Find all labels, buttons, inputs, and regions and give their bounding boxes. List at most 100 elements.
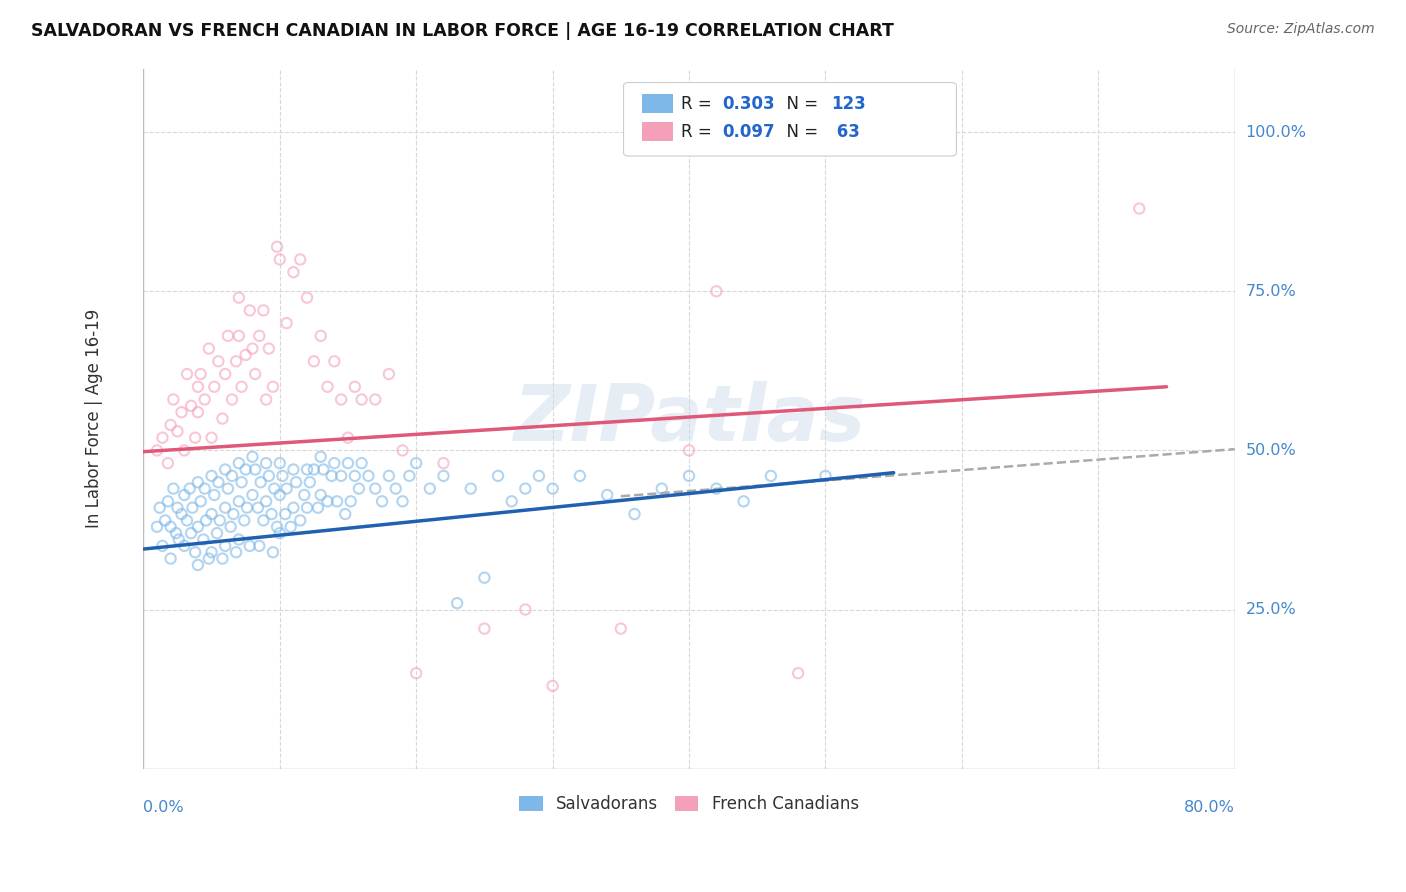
Text: ZIPatlas: ZIPatlas <box>513 381 865 457</box>
Point <box>474 571 496 585</box>
Point <box>246 500 269 515</box>
Point <box>207 475 229 490</box>
Point <box>242 342 264 356</box>
Point <box>295 462 318 476</box>
Point <box>515 602 537 616</box>
Point <box>176 513 198 527</box>
Point <box>330 392 353 407</box>
Point <box>159 520 181 534</box>
Point <box>541 679 564 693</box>
Point <box>173 443 195 458</box>
Point <box>200 468 222 483</box>
Point <box>181 500 204 515</box>
Point <box>228 494 250 508</box>
Text: SALVADORAN VS FRENCH CANADIAN IN LABOR FORCE | AGE 16-19 CORRELATION CHART: SALVADORAN VS FRENCH CANADIAN IN LABOR F… <box>31 22 894 40</box>
Point <box>187 475 209 490</box>
Text: R =: R = <box>682 95 717 112</box>
Text: 0.097: 0.097 <box>721 122 775 141</box>
Point <box>704 482 727 496</box>
Point <box>527 468 550 483</box>
Point <box>283 500 305 515</box>
Point <box>290 513 312 527</box>
Point <box>568 468 591 483</box>
Point <box>309 488 332 502</box>
Point <box>759 468 782 483</box>
Point <box>312 462 335 476</box>
Point <box>378 468 401 483</box>
Point <box>316 380 339 394</box>
Point <box>194 482 217 496</box>
Point <box>364 392 387 407</box>
Point <box>787 666 810 681</box>
Point <box>290 252 312 267</box>
Point <box>252 513 274 527</box>
Point <box>283 265 305 279</box>
Point <box>242 488 264 502</box>
Point <box>222 507 245 521</box>
Point <box>384 482 406 496</box>
Point <box>208 513 231 527</box>
Point <box>228 291 250 305</box>
Point <box>405 456 427 470</box>
Point <box>316 494 339 508</box>
Point <box>205 526 228 541</box>
Point <box>166 500 188 515</box>
Point <box>214 462 236 476</box>
Point <box>398 468 420 483</box>
Point <box>214 367 236 381</box>
Point <box>733 494 755 508</box>
Point <box>678 443 700 458</box>
Point <box>170 405 193 419</box>
Point <box>214 539 236 553</box>
Text: 25.0%: 25.0% <box>1246 602 1296 617</box>
Bar <box>643 94 672 113</box>
Point <box>263 482 285 496</box>
Point <box>269 526 291 541</box>
Point <box>235 348 257 362</box>
Point <box>231 380 253 394</box>
Point <box>149 500 172 515</box>
Point <box>211 551 233 566</box>
Point <box>623 507 645 521</box>
Point <box>170 507 193 521</box>
Point <box>347 482 370 496</box>
Point <box>239 303 262 318</box>
Point <box>371 494 394 508</box>
Point <box>202 488 225 502</box>
Point <box>221 468 243 483</box>
Point <box>378 367 401 381</box>
Point <box>173 488 195 502</box>
Point <box>321 468 343 483</box>
Point <box>309 450 332 464</box>
Point <box>162 482 184 496</box>
Point <box>596 488 619 502</box>
Point <box>225 354 247 368</box>
Point <box>323 354 346 368</box>
Point <box>307 500 329 515</box>
Point <box>190 494 212 508</box>
Point <box>200 545 222 559</box>
Point <box>239 539 262 553</box>
Point <box>207 354 229 368</box>
Point <box>211 411 233 425</box>
Text: 50.0%: 50.0% <box>1246 443 1296 458</box>
Point <box>221 392 243 407</box>
Text: N =: N = <box>776 122 824 141</box>
Point <box>330 468 353 483</box>
Point <box>446 596 468 610</box>
Point <box>814 468 837 483</box>
Point <box>283 462 305 476</box>
Point <box>474 622 496 636</box>
Text: N =: N = <box>776 95 824 112</box>
Point <box>184 545 207 559</box>
Point <box>302 462 325 476</box>
Point <box>391 494 413 508</box>
Point <box>200 431 222 445</box>
Point <box>280 520 302 534</box>
Point <box>146 443 169 458</box>
Point <box>167 533 190 547</box>
Point <box>190 367 212 381</box>
Point <box>235 462 257 476</box>
Point <box>194 392 217 407</box>
Point <box>460 482 482 496</box>
